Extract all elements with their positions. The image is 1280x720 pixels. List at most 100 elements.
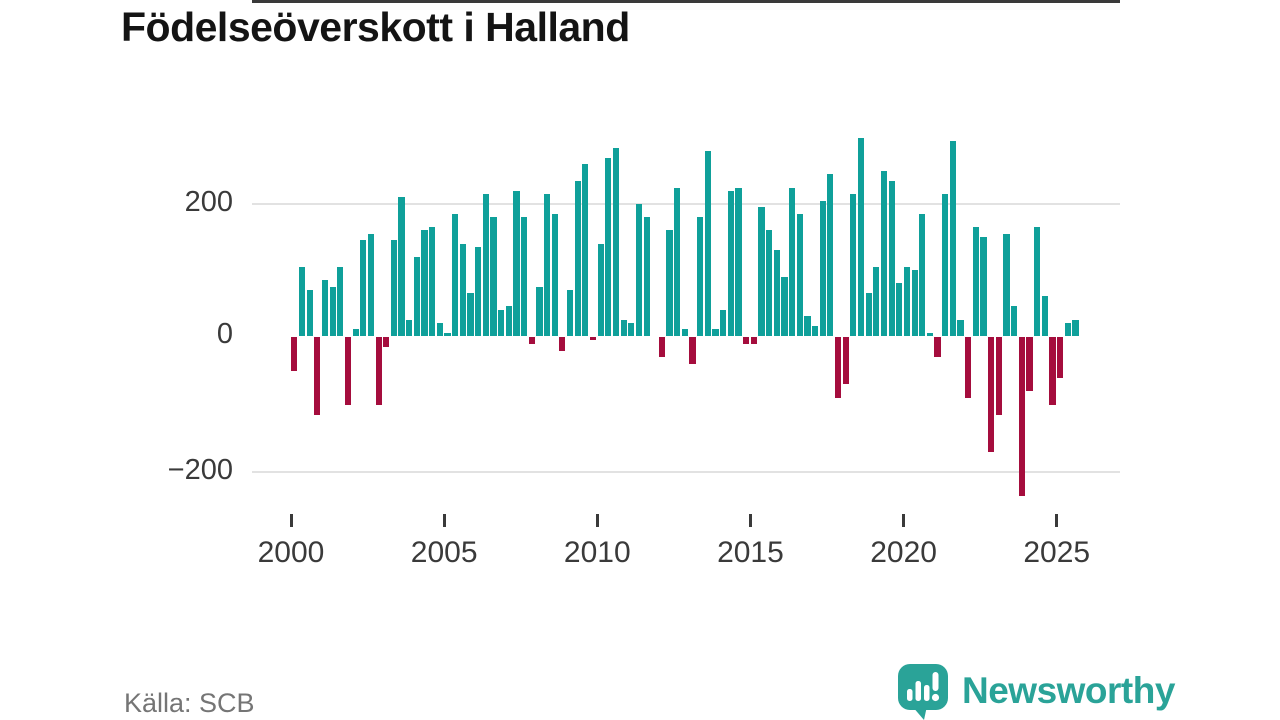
x-tick-mark [595,514,599,527]
x-tick-mark [442,514,446,527]
bar [589,337,597,341]
bar [926,332,934,336]
bar [605,157,612,336]
bar [903,266,911,336]
bar [444,332,451,336]
source-text: Källa: SCB [124,688,255,718]
bar [475,246,482,336]
bar [796,213,803,336]
x-tick-mark [289,514,293,527]
bar [635,204,643,336]
bar [490,217,497,336]
bar [934,337,941,358]
bar [865,293,872,336]
bar [321,279,329,336]
bar [957,319,964,336]
bar [766,230,773,336]
bar [834,337,842,398]
bar [995,337,1002,415]
bar [459,243,466,336]
x-tick-label: 2005 [410,536,478,569]
bar [949,141,956,336]
x-tick-label: 2020 [870,536,937,569]
bar [398,197,405,336]
bar [1018,337,1025,497]
bar [857,138,865,336]
bar [758,207,765,336]
bar [681,329,688,336]
bar [298,266,306,336]
bar [811,326,819,336]
bar [735,187,742,336]
bar [658,337,666,358]
x-tick-mark [902,514,906,527]
bar [842,337,849,385]
bar [521,217,528,336]
x-tick-mark [1055,514,1059,527]
bar [505,306,512,336]
bar [528,337,535,344]
bar [980,237,987,336]
bar [352,329,359,336]
bar [375,337,382,405]
bar [536,286,543,336]
bar [1057,337,1064,378]
bar [498,309,505,336]
bar [1003,233,1010,336]
bar [827,174,834,336]
bar [896,283,903,336]
bar [911,270,918,336]
bar [850,194,857,336]
bar [421,230,428,336]
bar [666,230,673,336]
bar [543,194,551,336]
bar [643,217,650,336]
bar [612,147,620,336]
bar [383,337,390,348]
bar [1072,319,1079,336]
bar [314,337,321,415]
bar [781,276,788,336]
bar [513,190,520,336]
bar [291,337,298,371]
bar [919,213,926,336]
bar [482,194,489,336]
gridline [252,203,1120,205]
bar [597,243,604,336]
y-tick-label: 0 [216,318,233,350]
bar [628,322,635,336]
bar [620,319,627,336]
bar [1041,296,1048,336]
bar [559,337,566,351]
bar [1011,306,1018,336]
bar [337,266,344,336]
bar [888,180,895,336]
bar [689,337,696,365]
bar [773,250,780,336]
x-tick-label: 2015 [717,536,784,569]
bar [452,213,459,336]
bar [712,329,719,336]
bar [873,266,880,336]
bar [344,337,352,405]
y-tick-label: −200 [167,453,233,486]
bar [566,289,574,336]
bar [880,171,888,336]
bar [750,337,757,344]
bar [413,256,420,336]
bar [329,286,336,336]
bar [367,233,375,336]
bar [804,316,811,336]
y-tick-label: 200 [184,186,233,218]
newsworthy-logo-icon [898,664,948,720]
bar [390,240,398,336]
bar [436,322,443,336]
bar [574,180,581,336]
bar [704,151,711,336]
x-tick-label: 2025 [1023,536,1091,569]
bar [1034,227,1041,336]
bar [972,227,979,336]
bar [942,194,949,336]
